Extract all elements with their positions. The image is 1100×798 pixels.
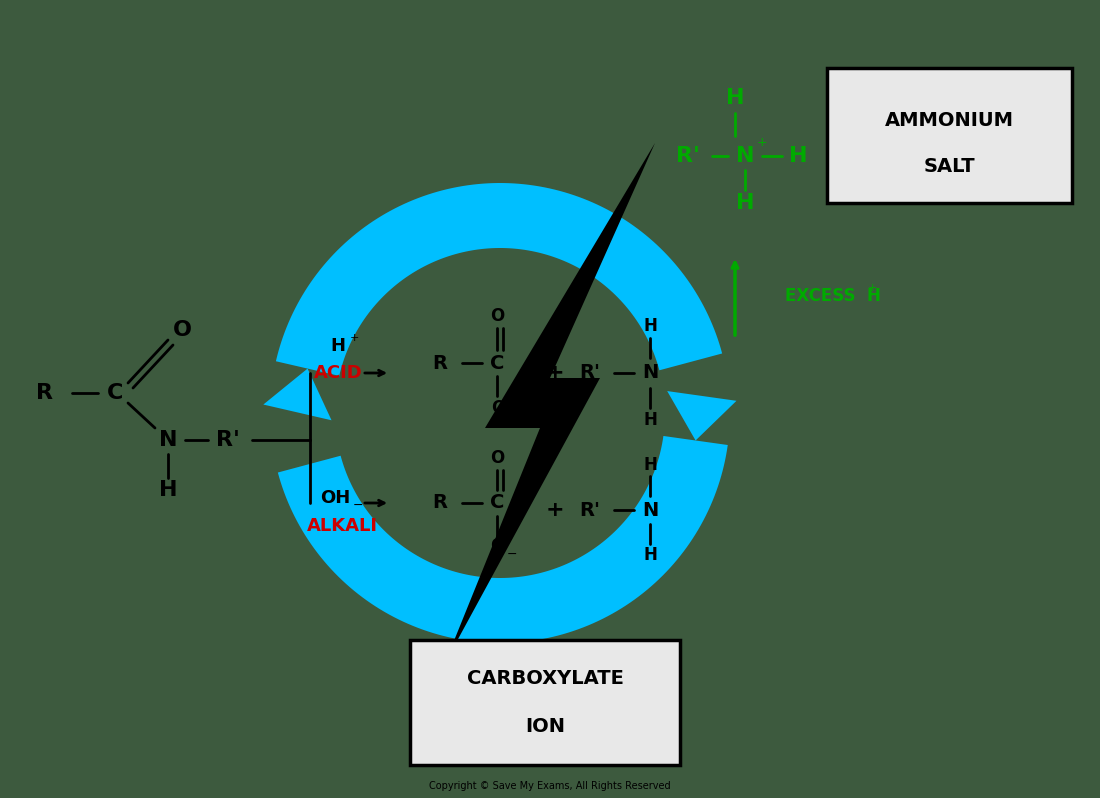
Polygon shape: [668, 391, 737, 440]
Text: −: −: [353, 499, 363, 512]
Polygon shape: [263, 369, 331, 421]
Text: ION: ION: [525, 717, 565, 736]
Text: AMMONIUM: AMMONIUM: [884, 110, 1013, 129]
Text: Copyright © Save My Exams, All Rights Reserved: Copyright © Save My Exams, All Rights Re…: [429, 781, 671, 791]
Text: EXCESS  H: EXCESS H: [785, 287, 881, 305]
Text: C: C: [490, 493, 504, 512]
Text: N: N: [158, 430, 177, 450]
Text: H: H: [726, 88, 745, 108]
Text: R': R': [580, 364, 601, 382]
FancyBboxPatch shape: [410, 640, 680, 765]
Text: +: +: [546, 363, 564, 383]
Text: +: +: [350, 333, 359, 343]
Text: CARBOXYLATE: CARBOXYLATE: [466, 669, 624, 688]
Text: R: R: [432, 493, 448, 512]
Text: H: H: [789, 146, 807, 166]
Text: H: H: [644, 546, 657, 564]
Text: R': R': [580, 500, 601, 519]
Text: H: H: [644, 411, 657, 429]
Text: +: +: [757, 136, 768, 149]
Text: C: C: [490, 354, 504, 373]
Polygon shape: [446, 143, 654, 663]
FancyBboxPatch shape: [827, 68, 1072, 203]
Text: R': R': [216, 430, 240, 450]
Text: H: H: [158, 480, 177, 500]
Text: R: R: [432, 354, 448, 373]
Text: N: N: [642, 500, 658, 519]
Text: OH: OH: [491, 399, 519, 417]
Text: O: O: [173, 320, 191, 340]
Text: OH: OH: [320, 489, 350, 507]
Text: +: +: [546, 500, 564, 520]
Text: H: H: [644, 456, 657, 474]
Text: O: O: [490, 307, 504, 325]
Polygon shape: [278, 436, 728, 643]
Text: N: N: [736, 146, 755, 166]
Text: −: −: [507, 547, 517, 560]
Text: C: C: [107, 383, 123, 403]
Text: O: O: [490, 537, 504, 555]
Text: ACID: ACID: [314, 364, 362, 382]
Text: R: R: [36, 383, 54, 403]
Text: +: +: [867, 283, 877, 293]
Text: SALT: SALT: [923, 156, 975, 176]
Text: H: H: [736, 193, 755, 213]
Text: H: H: [330, 337, 345, 355]
Text: R': R': [676, 146, 700, 166]
Polygon shape: [276, 183, 723, 376]
Text: N: N: [642, 364, 658, 382]
Text: O: O: [490, 449, 504, 467]
Text: ALKALI: ALKALI: [307, 517, 377, 535]
Text: H: H: [644, 317, 657, 335]
